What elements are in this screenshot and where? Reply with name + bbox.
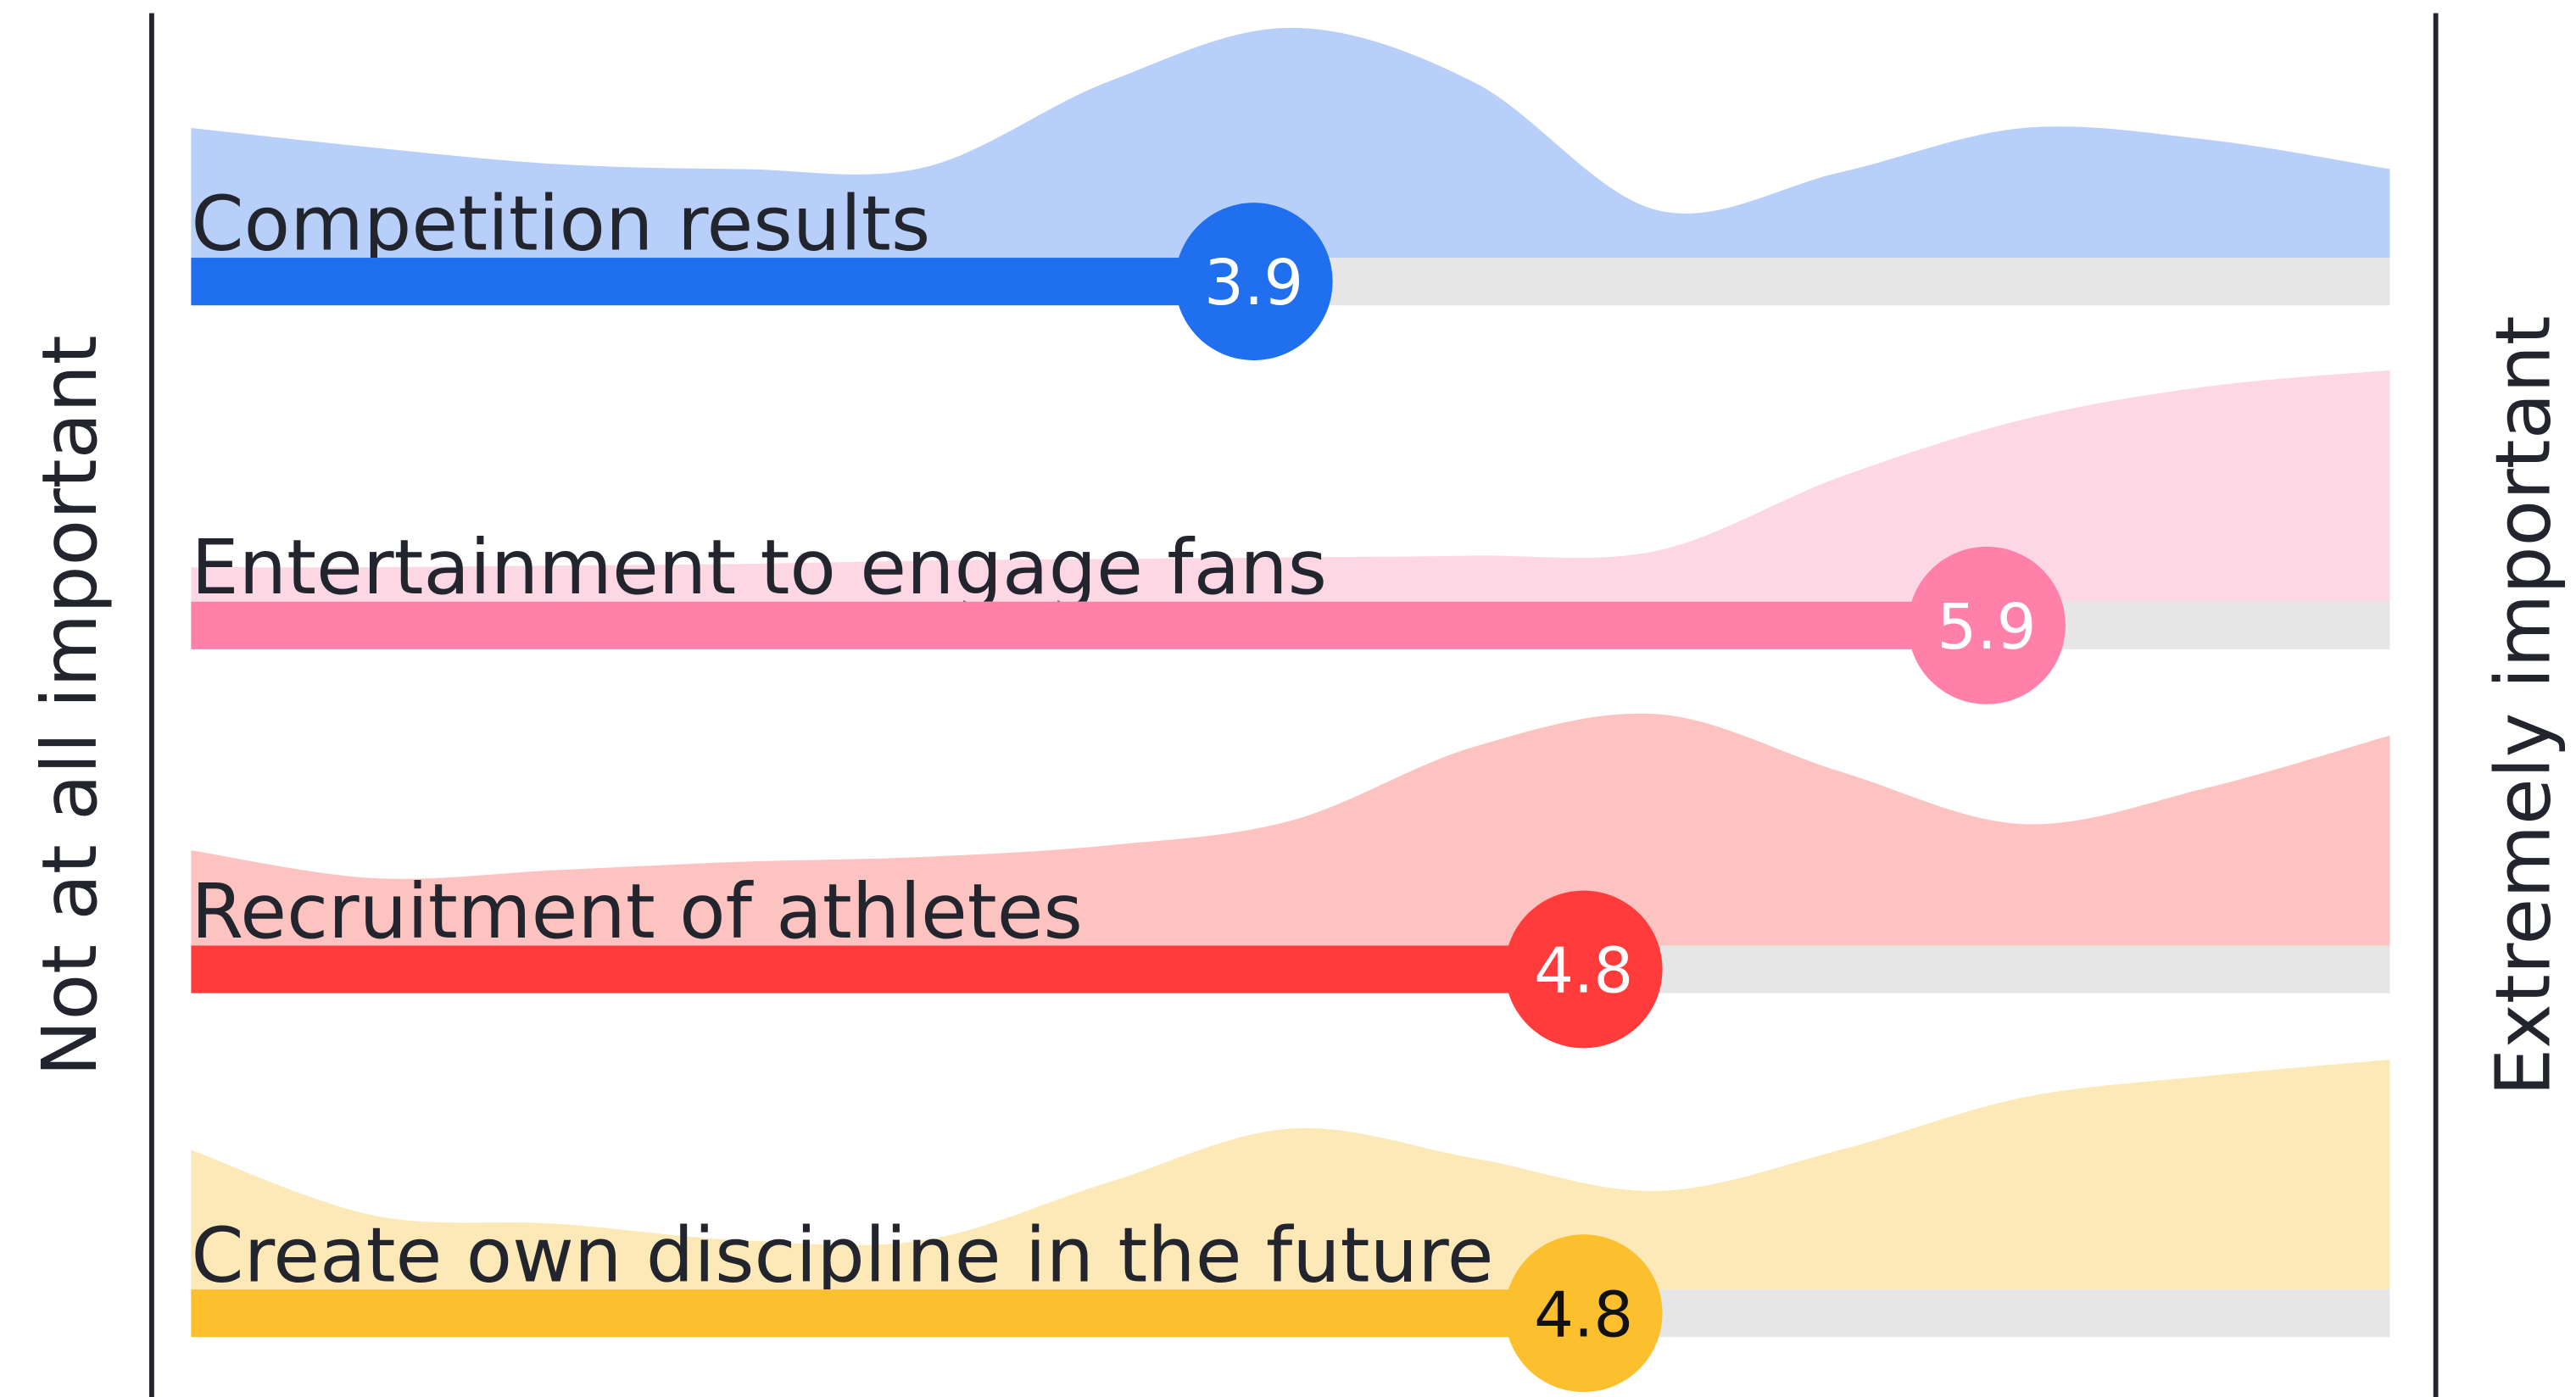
value-dot: [1504, 1234, 1663, 1393]
value-dot: [1174, 203, 1333, 361]
left-label: Not at all important: [26, 335, 114, 1077]
series-label: Recruitment of athletes: [191, 868, 1083, 956]
bar: [191, 601, 1988, 649]
distribution-area: [191, 370, 2390, 602]
value-label: 4.8: [1534, 936, 1633, 1008]
series-label: Create own discipline in the future: [191, 1211, 1493, 1300]
series-label: Competition results: [191, 180, 930, 268]
value-label: 3.9: [1204, 248, 1303, 320]
value-dot: [1908, 546, 2066, 704]
distribution-area: [191, 27, 2390, 259]
value-label: 5.9: [1938, 592, 2037, 664]
value-dot: [1504, 890, 1663, 1049]
series-label: Entertainment to engage fans: [191, 524, 1327, 612]
right-label: Extremely important: [2479, 315, 2568, 1096]
bar: [191, 258, 1254, 306]
distribution-area: [191, 713, 2390, 946]
bar: [191, 1289, 1584, 1338]
bar: [191, 945, 1584, 993]
value-label: 4.8: [1534, 1279, 1633, 1351]
distribution-area: [191, 1060, 2390, 1290]
